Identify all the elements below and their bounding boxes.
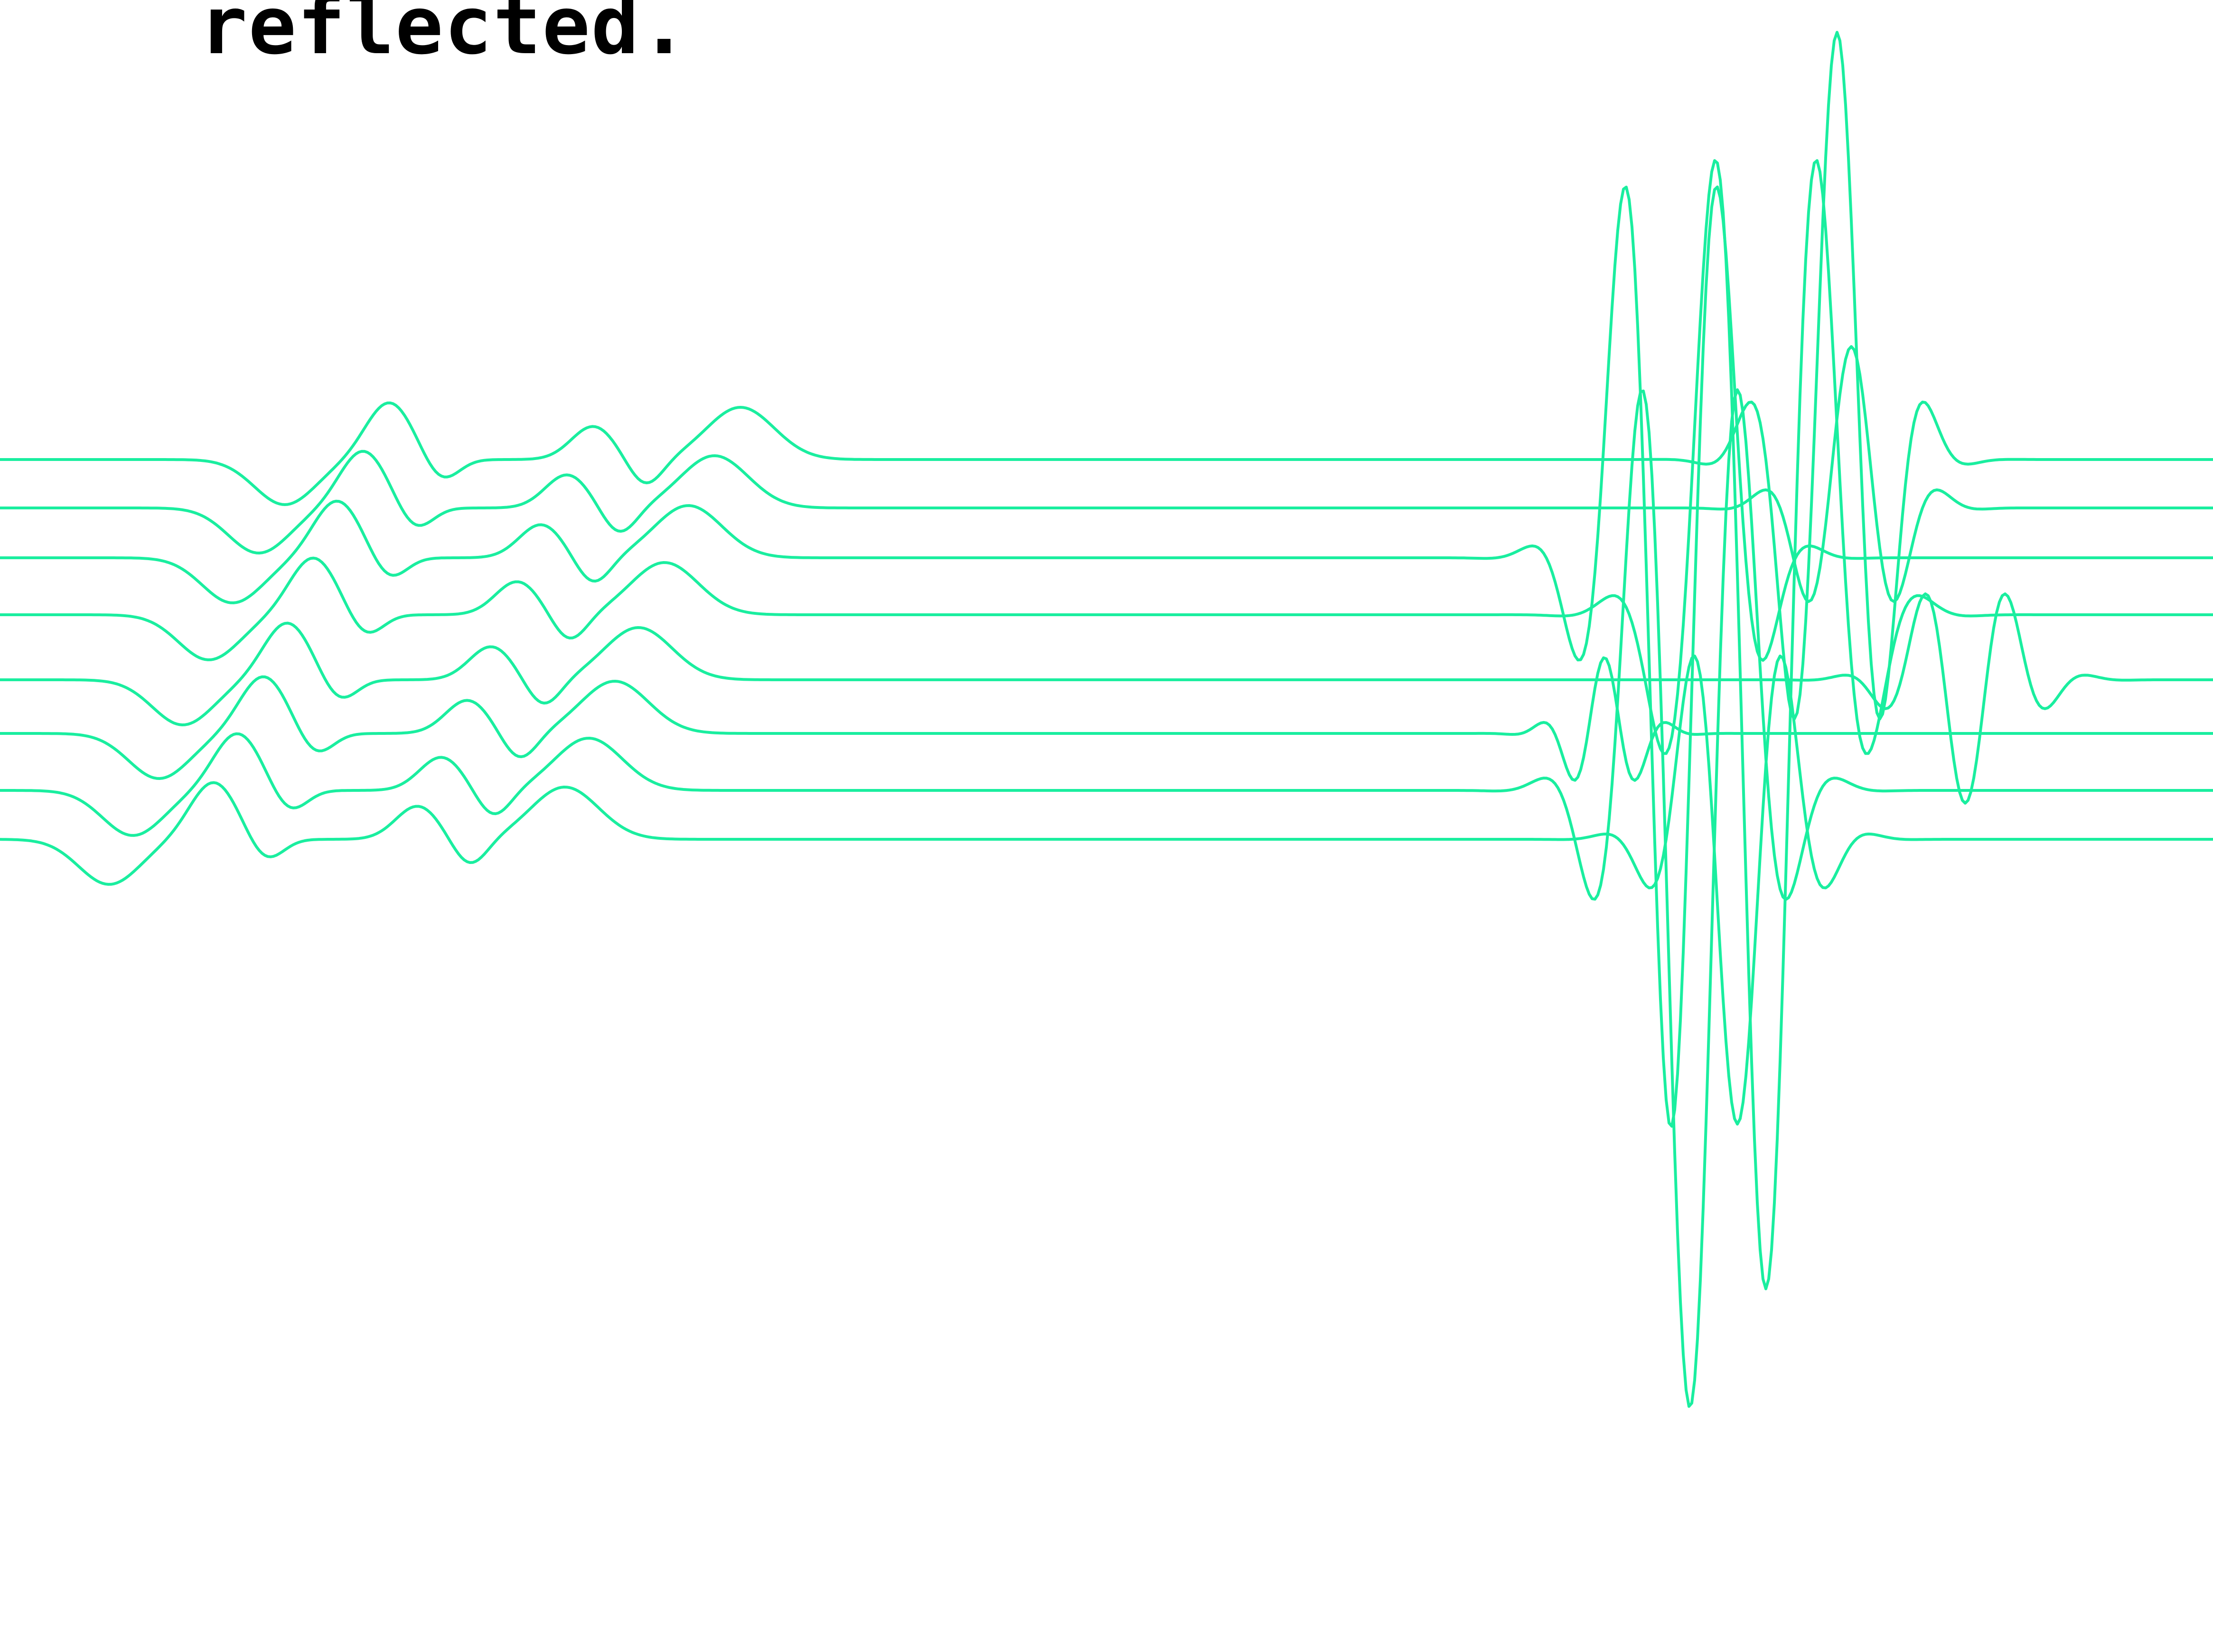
wave-trace-5 [0, 592, 2213, 805]
wave-trace-3 [0, 185, 2213, 1128]
wave-trace-2 [0, 345, 2213, 603]
wave-trace-7 [0, 388, 2213, 1408]
wave-trace-4 [0, 159, 2213, 1290]
wave-trace-1 [0, 31, 2213, 721]
wave-traces [0, 31, 2213, 1408]
wave-trace-8 [0, 654, 2213, 1126]
caption-text: reflected. [199, 0, 689, 72]
wave-trace-6 [0, 656, 2213, 782]
